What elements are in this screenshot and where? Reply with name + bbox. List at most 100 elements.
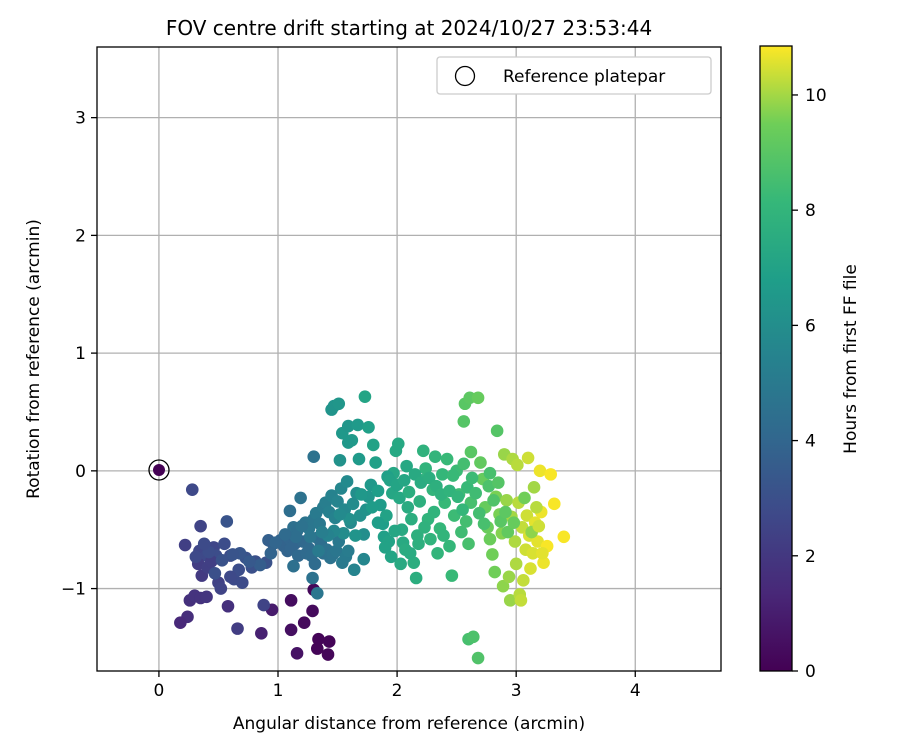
- data-point: [331, 495, 344, 508]
- data-point: [524, 562, 537, 575]
- data-point: [351, 418, 365, 432]
- data-point: [428, 450, 442, 464]
- data-point: [341, 544, 355, 558]
- data-point: [391, 437, 405, 451]
- data-point: [474, 456, 487, 469]
- data-point: [488, 565, 502, 579]
- data-point: [315, 525, 329, 539]
- data-point: [366, 438, 380, 452]
- data-point: [290, 647, 304, 660]
- data-point: [380, 509, 393, 522]
- data-point: [409, 571, 423, 585]
- data-point: [431, 546, 444, 560]
- data-point: [486, 548, 499, 561]
- data-point: [174, 616, 187, 630]
- data-point: [185, 483, 199, 496]
- data-point: [483, 466, 497, 480]
- data-point: [462, 537, 475, 551]
- data-point: [269, 536, 282, 549]
- data-point: [547, 497, 561, 511]
- data-point: [465, 471, 479, 485]
- data-point: [500, 493, 513, 507]
- data-point: [287, 559, 300, 573]
- plot-frame: [96, 46, 722, 672]
- colorbar-tick-label: 0: [805, 662, 816, 682]
- data-point: [469, 486, 482, 500]
- data-point: [477, 517, 491, 531]
- data-point: [487, 493, 500, 507]
- y-tick-label: 3: [75, 109, 86, 129]
- y-tick-label: 1: [75, 344, 86, 364]
- data-point: [402, 485, 416, 499]
- data-point: [514, 594, 528, 607]
- data-point: [467, 630, 480, 644]
- data-point: [341, 436, 355, 449]
- data-point: [455, 525, 468, 539]
- data-point: [536, 546, 549, 560]
- data-point: [311, 642, 324, 655]
- data-point: [405, 512, 418, 526]
- data-point: [253, 558, 267, 572]
- x-axis-ticks: 0 1 2 3 4: [154, 671, 641, 701]
- x-tick-label: 4: [630, 681, 641, 701]
- y-tick-label: 0: [75, 462, 86, 482]
- data-point: [311, 586, 324, 600]
- data-point: [378, 541, 392, 554]
- data-point: [557, 530, 571, 544]
- colorbar-gradient: [759, 45, 793, 672]
- data-point: [357, 552, 371, 566]
- legend-label: Reference platepar: [503, 67, 665, 87]
- data-point: [422, 471, 436, 485]
- data-point: [507, 516, 521, 529]
- data-point: [427, 505, 441, 519]
- data-point: [330, 544, 343, 558]
- data-point: [371, 484, 385, 498]
- data-point: [413, 495, 427, 508]
- y-tick-label: −1: [61, 580, 86, 600]
- data-point: [400, 459, 413, 473]
- data-point: [446, 469, 460, 482]
- y-axis-label: Rotation from reference (arcmin): [24, 219, 44, 499]
- colorbar-tick-label: 2: [805, 547, 816, 567]
- data-point: [492, 476, 505, 489]
- data-point: [471, 391, 485, 405]
- data-point: [388, 524, 402, 538]
- data-point: [297, 616, 311, 630]
- data-point: [312, 632, 325, 646]
- data-point: [226, 548, 240, 561]
- data-point: [349, 529, 362, 542]
- data-point: [343, 512, 356, 526]
- data-point: [194, 519, 207, 533]
- data-point: [521, 451, 535, 465]
- data-point: [424, 532, 437, 546]
- data-point: [418, 521, 431, 534]
- data-point: [412, 537, 425, 551]
- data-point: [520, 509, 534, 522]
- data-point: [232, 563, 246, 577]
- colorbar-tick-label: 10: [805, 86, 827, 106]
- data-point: [308, 557, 322, 571]
- data-point: [464, 496, 478, 509]
- colorbar-label: Hours from first FF file: [841, 264, 861, 454]
- data-point: [502, 570, 516, 584]
- data-point: [533, 464, 547, 478]
- data-point: [218, 537, 231, 551]
- data-point: [322, 635, 336, 648]
- x-tick-label: 0: [154, 681, 165, 701]
- data-point: [340, 475, 354, 488]
- data-point: [494, 515, 507, 528]
- data-point: [496, 579, 510, 593]
- data-point: [352, 452, 366, 466]
- data-point: [401, 501, 415, 514]
- data-point: [189, 550, 203, 564]
- legend: Reference platepar: [436, 56, 712, 95]
- data-point: [403, 546, 417, 560]
- legend-box: [436, 56, 712, 95]
- data-point: [208, 566, 222, 580]
- data-point: [264, 546, 278, 560]
- data-point: [303, 530, 317, 544]
- scatter-points: [174, 390, 571, 665]
- data-point: [214, 582, 228, 595]
- data-point: [394, 557, 407, 571]
- colorbar-tick-label: 6: [805, 316, 816, 336]
